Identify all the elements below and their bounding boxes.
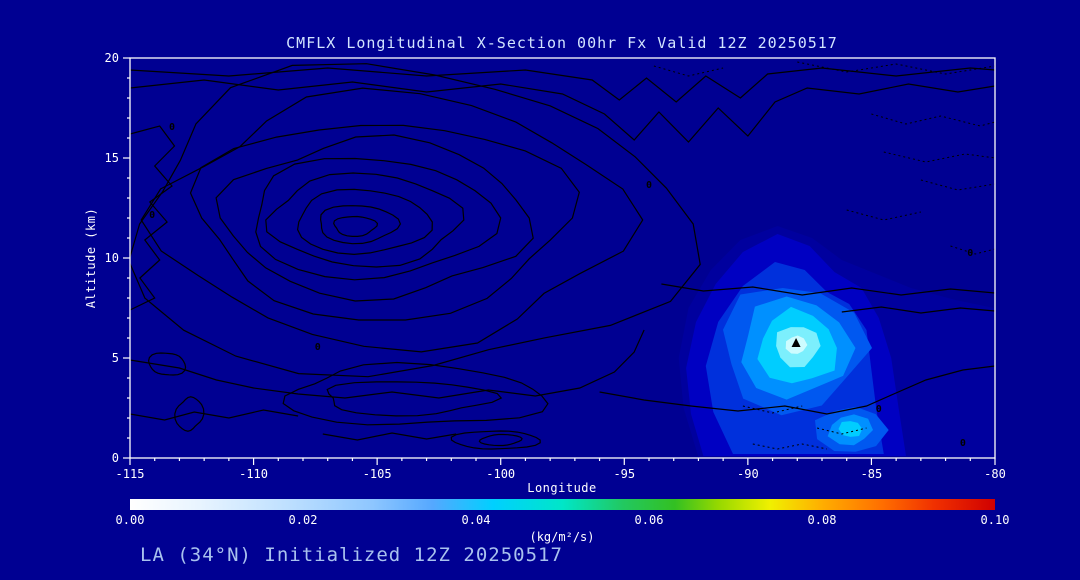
filled-contours-layer: [678, 226, 994, 457]
contour-ring: [450, 430, 541, 450]
y-tick-label: 5: [112, 351, 119, 365]
contour-line-dashed: [653, 65, 724, 77]
contour-ring: [282, 361, 549, 426]
contour-ring: [319, 205, 402, 245]
contour-line: [661, 283, 995, 296]
contour-ring: [215, 134, 534, 302]
x-tick-label: -110: [239, 467, 268, 481]
contour-ring: [333, 215, 379, 237]
contour-line: [599, 365, 995, 415]
init-footer-text: LA (34°N) Initialized 12Z 20250517: [140, 544, 563, 566]
contour-ring: [255, 157, 502, 281]
colorbar-tick-label: 0.02: [289, 513, 318, 527]
x-tick-label: -90: [737, 467, 759, 481]
contour-line: [130, 409, 299, 421]
colorbar-tick-label: 0.00: [116, 513, 145, 527]
contour-line: [130, 79, 995, 143]
contour-zero-label: 0: [149, 210, 155, 221]
contour-ring: [189, 124, 580, 321]
colorbar-tick-label: 0.04: [462, 513, 491, 527]
contour-zero-label: 0: [967, 248, 973, 259]
colorbar-ticks-layer: 0.00 0.02 0.04 0.06 0.08 0.10: [116, 513, 1010, 527]
y-axis-label: Altitude (km): [84, 208, 98, 308]
contour-line-dashed: [742, 405, 803, 414]
y-tick-label: 20: [105, 51, 119, 65]
contour-ring: [326, 381, 503, 417]
x-tick-label: -80: [984, 467, 1006, 481]
x-tick-label: -105: [363, 467, 392, 481]
contour-ring: [147, 352, 187, 376]
contour-ring: [265, 172, 465, 268]
contour-line-dashed: [871, 113, 995, 127]
contour-zero-label: 0: [960, 438, 966, 449]
contour-line-dashed: [883, 151, 995, 163]
contour-zero-label: 0: [315, 342, 321, 353]
contour-line: [130, 329, 645, 399]
x-tick-label: -115: [116, 467, 145, 481]
filled-contour-level-5b: [838, 421, 863, 437]
contour-line: [322, 432, 457, 441]
contour-line: [130, 125, 176, 311]
x-tick-label: -100: [486, 467, 515, 481]
contour-line-dashed: [797, 61, 995, 75]
contour-zero-label: 0: [169, 122, 175, 133]
x-tick-label: -85: [861, 467, 883, 481]
contour-line: [841, 306, 995, 314]
axes-layer: -115 -110 -105 -100 -95 -90 -85 -80 0 5 10 15 20: [105, 51, 1006, 481]
contour-ring: [174, 396, 205, 432]
y-tick-label: 10: [105, 251, 119, 265]
x-axis-label: Longitude: [527, 481, 597, 495]
contour-line-dashed: [920, 179, 995, 191]
colorbar-tick-label: 0.08: [808, 513, 837, 527]
colorbar-tick-label: 0.06: [635, 513, 664, 527]
contour-lines-layer: 0 0 0 0 0 0 0: [130, 61, 995, 450]
y-tick-label: 15: [105, 151, 119, 165]
contour-line-dashed: [950, 245, 995, 255]
contour-ring: [140, 87, 644, 353]
chart-title: CMFLX Longitudinal X-Section 00hr Fx Val…: [286, 34, 838, 52]
contour-ring: [130, 63, 701, 378]
contour-line-dashed: [816, 427, 867, 435]
contour-ring: [296, 188, 433, 256]
colorbar-tick-label: 0.10: [981, 513, 1010, 527]
y-tick-label: 0: [112, 451, 119, 465]
colorbar: [130, 499, 995, 510]
center-marker-icon: [791, 338, 801, 347]
x-tick-label: -95: [613, 467, 635, 481]
contour-line: [130, 67, 995, 103]
contour-zero-label: 0: [646, 180, 652, 191]
contour-ring: [478, 433, 523, 447]
contour-line-dashed: [846, 209, 922, 221]
colorbar-units-label: (kg/m²/s): [529, 530, 594, 544]
contour-zero-label: 0: [876, 404, 882, 415]
